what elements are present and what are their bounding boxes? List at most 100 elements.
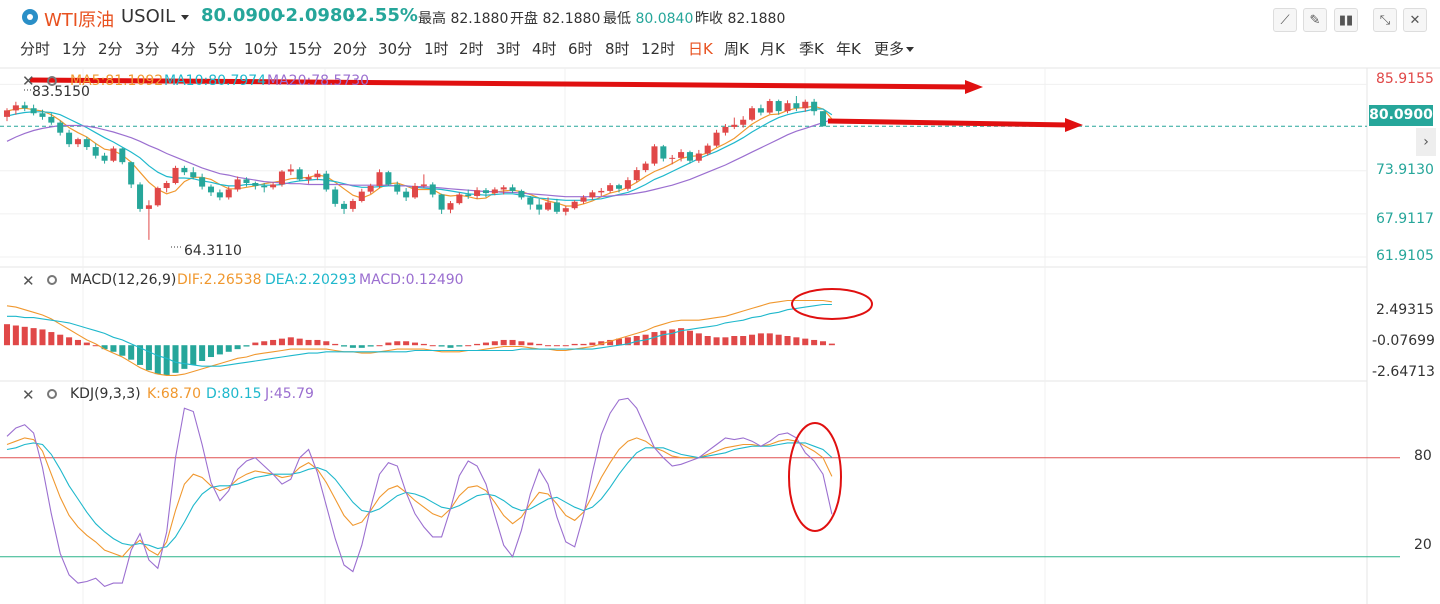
stat-prev-close-value: 82.1880 <box>727 11 786 27</box>
candle <box>314 173 321 178</box>
candle <box>615 185 623 189</box>
draw-tool-icon[interactable]: ⟋ <box>1273 8 1297 32</box>
annotation-arrow-top-shaft <box>29 77 970 90</box>
period-tab[interactable]: 6时 <box>568 40 593 58</box>
kdj-settings-icon[interactable] <box>47 389 57 399</box>
candle <box>474 190 481 196</box>
macd-bar <box>509 339 516 346</box>
candle <box>137 184 144 209</box>
macd-bar <box>660 330 667 346</box>
macd-bar <box>367 345 374 347</box>
macd-bar <box>252 342 259 346</box>
period-tab[interactable]: 月K <box>760 40 785 58</box>
period-tab[interactable]: 4分 <box>171 40 196 58</box>
close-icon[interactable]: ✕ <box>1403 8 1427 32</box>
candle <box>190 172 197 178</box>
macd-bar <box>110 345 117 352</box>
kdj-close-icon[interactable]: ✕ <box>22 386 35 404</box>
macd-bar <box>278 338 285 346</box>
macd-bar <box>92 345 99 347</box>
period-tab[interactable]: 1分 <box>62 40 87 58</box>
annotation-arrow-bottom-head <box>1065 118 1083 132</box>
scroll-right-button[interactable]: › <box>1416 128 1436 156</box>
period-tab[interactable]: 更多 <box>874 38 915 59</box>
main-settings-icon[interactable] <box>47 76 57 86</box>
candle <box>216 192 223 198</box>
macd-bar <box>305 339 312 346</box>
period-tab[interactable]: 3分 <box>135 40 160 58</box>
period-tab[interactable]: 5分 <box>208 40 233 58</box>
candle <box>287 169 294 172</box>
candle <box>802 101 809 109</box>
macd-bar <box>145 345 152 371</box>
macd-bar <box>491 341 498 346</box>
main-close-icon[interactable]: ✕ <box>22 72 35 90</box>
period-tab[interactable]: 周K <box>724 40 749 58</box>
chevron-right-icon: › <box>1423 134 1429 150</box>
candle <box>651 146 658 164</box>
macd-settings-icon[interactable] <box>47 275 57 285</box>
candle <box>722 126 729 133</box>
candle <box>642 163 649 171</box>
period-tab[interactable]: 8时 <box>605 40 630 58</box>
symbol-dropdown-icon[interactable] <box>181 15 189 20</box>
candle <box>775 101 782 112</box>
candle <box>713 132 720 146</box>
candle <box>296 169 303 180</box>
period-tab[interactable]: 20分 <box>333 40 368 58</box>
candle <box>225 189 232 198</box>
macd-bar <box>225 345 232 352</box>
macd-bar <box>190 345 197 365</box>
period-tab[interactable]: 1时 <box>424 40 449 58</box>
symbol-code[interactable]: USOIL <box>121 6 176 27</box>
period-tab[interactable]: 12时 <box>641 40 676 58</box>
fullscreen-icon[interactable]: ⤡ <box>1373 8 1397 32</box>
period-tab[interactable]: 4时 <box>532 40 557 58</box>
period-tab[interactable]: 2分 <box>98 40 123 58</box>
macd-bar <box>633 336 640 346</box>
period-tab[interactable]: 10分 <box>244 40 279 58</box>
y-tick-label: 85.9155 <box>1376 71 1434 87</box>
price-change: -2.0980 <box>278 5 355 26</box>
period-tab[interactable]: 2时 <box>459 40 484 58</box>
candle-type-icon[interactable]: ▮▮ <box>1334 8 1358 32</box>
macd-close-icon[interactable]: ✕ <box>22 272 35 290</box>
candle <box>633 170 640 181</box>
candle <box>323 173 330 190</box>
macd-bar <box>234 345 241 350</box>
macd-bar <box>456 345 463 347</box>
period-tab[interactable]: 年K <box>836 40 861 58</box>
macd-bar <box>101 345 108 350</box>
kdj-j-line <box>6 397 833 588</box>
period-tab[interactable]: 季K <box>799 40 824 58</box>
macd-bar <box>695 333 702 346</box>
macd-bar <box>119 345 126 356</box>
legend-dif: DIF:2.26538 <box>177 272 262 288</box>
macd-bar <box>323 341 330 346</box>
pen-icon[interactable]: ✎ <box>1303 8 1327 32</box>
more-caret-icon <box>906 47 915 52</box>
macd-bar <box>261 341 268 346</box>
stat-high-value: 82.1880 <box>450 11 509 27</box>
period-tab[interactable]: 分时 <box>20 40 51 58</box>
macd-bar <box>270 339 277 346</box>
macd-bar <box>296 338 303 346</box>
price-change-pct: -2.55% <box>348 5 418 26</box>
candle <box>163 183 170 189</box>
macd-bar <box>527 342 534 346</box>
annotation-arrow-top-head <box>965 80 983 94</box>
symbol-name[interactable]: WTI原油 <box>44 10 115 31</box>
period-tab[interactable]: 15分 <box>288 40 323 58</box>
period-tab[interactable]: 3时 <box>496 40 521 58</box>
macd-bar <box>740 336 747 346</box>
macd-bar <box>429 345 436 347</box>
candle <box>199 177 206 187</box>
candle <box>562 208 569 212</box>
candle <box>57 122 64 133</box>
macd-bar <box>775 334 782 346</box>
y-tick-label: 67.9117 <box>1376 211 1434 227</box>
period-tab[interactable]: 30分 <box>378 40 413 58</box>
candle <box>589 192 596 198</box>
period-tab[interactable]: 日K <box>688 40 713 58</box>
